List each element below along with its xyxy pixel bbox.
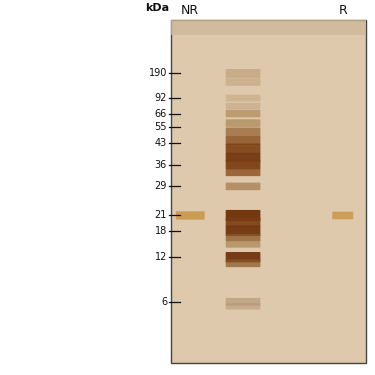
Text: 43: 43 xyxy=(155,138,167,148)
FancyBboxPatch shape xyxy=(226,242,260,248)
Text: 18: 18 xyxy=(155,226,167,236)
Text: 92: 92 xyxy=(154,93,167,103)
Text: 29: 29 xyxy=(154,182,167,191)
FancyBboxPatch shape xyxy=(226,110,260,117)
FancyBboxPatch shape xyxy=(226,303,260,310)
FancyBboxPatch shape xyxy=(226,183,260,190)
Text: 6: 6 xyxy=(161,297,167,307)
FancyBboxPatch shape xyxy=(226,234,260,242)
Text: 190: 190 xyxy=(148,69,167,78)
Text: 55: 55 xyxy=(154,122,167,132)
Text: 12: 12 xyxy=(154,252,167,262)
Bar xyxy=(171,21,366,363)
FancyBboxPatch shape xyxy=(226,119,260,127)
FancyBboxPatch shape xyxy=(226,169,260,176)
FancyBboxPatch shape xyxy=(226,94,260,102)
Text: NR: NR xyxy=(181,4,200,17)
FancyBboxPatch shape xyxy=(226,78,260,86)
FancyBboxPatch shape xyxy=(226,160,260,170)
FancyBboxPatch shape xyxy=(226,260,260,267)
FancyBboxPatch shape xyxy=(226,252,260,262)
FancyBboxPatch shape xyxy=(226,153,260,162)
Text: 66: 66 xyxy=(155,108,167,118)
FancyBboxPatch shape xyxy=(226,69,260,78)
FancyBboxPatch shape xyxy=(176,211,205,220)
FancyBboxPatch shape xyxy=(332,211,353,219)
FancyBboxPatch shape xyxy=(226,298,260,306)
FancyBboxPatch shape xyxy=(226,226,260,236)
Text: kDa: kDa xyxy=(145,3,169,13)
Text: 21: 21 xyxy=(154,210,167,220)
FancyBboxPatch shape xyxy=(226,144,260,153)
FancyBboxPatch shape xyxy=(226,128,260,136)
FancyBboxPatch shape xyxy=(226,218,260,227)
FancyBboxPatch shape xyxy=(226,210,260,221)
FancyBboxPatch shape xyxy=(226,136,260,145)
Text: 36: 36 xyxy=(155,160,167,170)
Text: R: R xyxy=(338,4,347,17)
Bar xyxy=(171,21,366,35)
FancyBboxPatch shape xyxy=(226,103,260,109)
